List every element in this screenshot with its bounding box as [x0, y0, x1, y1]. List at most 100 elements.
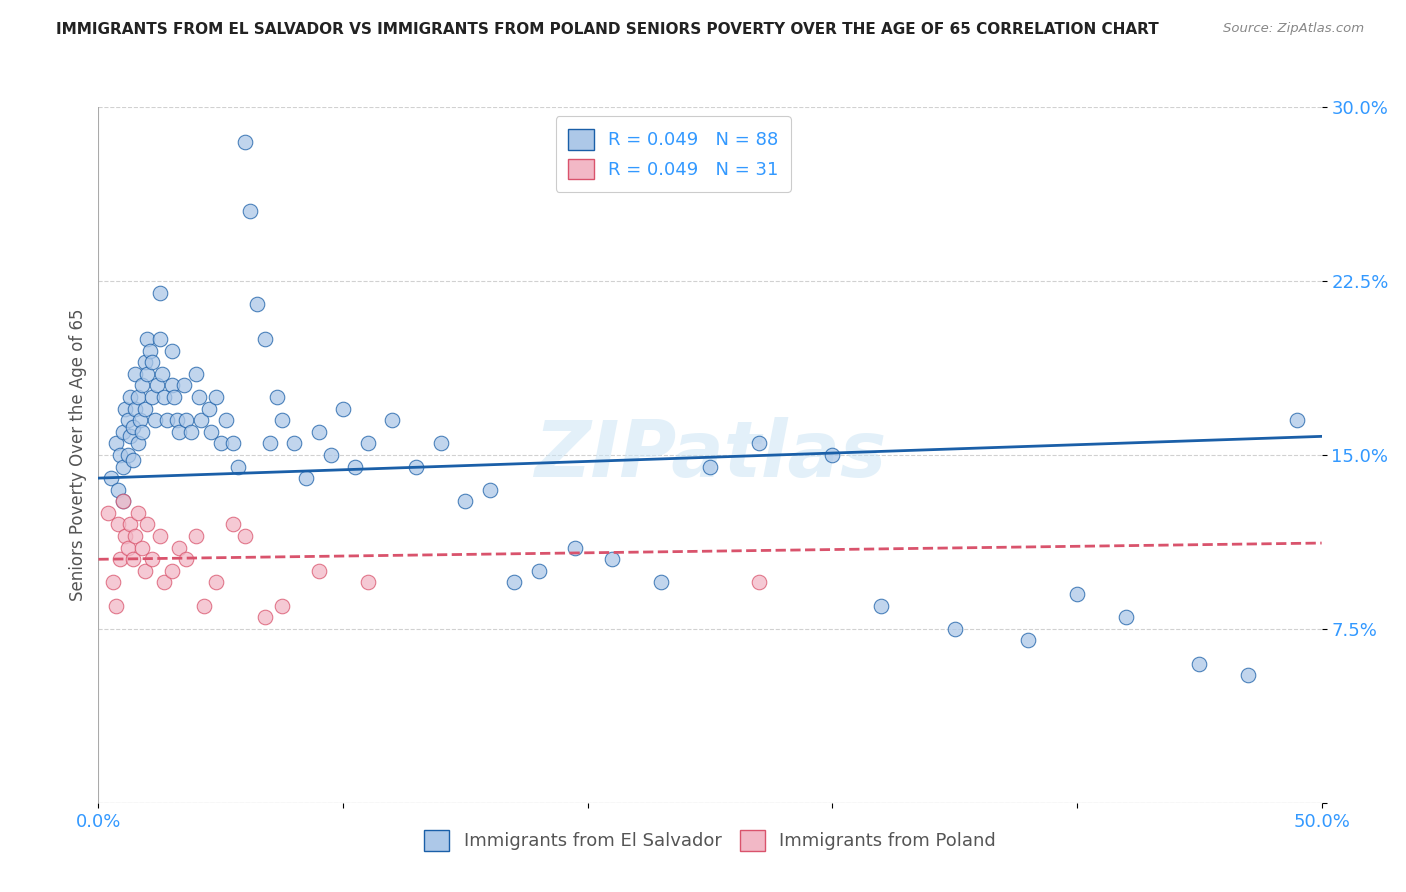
Point: [136, 517, 159, 532]
Point: [319, 448, 342, 462]
Point: [650, 575, 672, 590]
Point: [222, 436, 245, 450]
Point: [308, 425, 330, 439]
Point: [131, 425, 153, 439]
Point: [205, 575, 228, 590]
Point: [699, 459, 721, 474]
Point: [167, 541, 190, 555]
Point: [129, 413, 152, 427]
Point: [107, 517, 129, 532]
Point: [503, 575, 526, 590]
Point: [110, 448, 132, 462]
Text: IMMIGRANTS FROM EL SALVADOR VS IMMIGRANTS FROM POLAND SENIORS POVERTY OVER THE A: IMMIGRANTS FROM EL SALVADOR VS IMMIGRANT…: [56, 22, 1159, 37]
Point: [405, 459, 427, 474]
Point: [187, 390, 209, 404]
Point: [214, 413, 236, 427]
Point: [120, 517, 142, 532]
Point: [748, 575, 770, 590]
Point: [1066, 587, 1088, 601]
Point: [190, 413, 212, 427]
Point: [143, 413, 166, 427]
Point: [381, 413, 404, 427]
Point: [111, 459, 134, 474]
Point: [117, 413, 139, 427]
Point: [163, 390, 186, 404]
Point: [186, 367, 208, 381]
Point: [239, 204, 262, 219]
Point: [124, 401, 146, 416]
Point: [104, 436, 127, 450]
Point: [821, 448, 844, 462]
Point: [1286, 413, 1309, 427]
Point: [344, 459, 367, 474]
Point: [332, 401, 354, 416]
Point: [226, 459, 249, 474]
Point: [167, 425, 190, 439]
Point: [233, 529, 256, 543]
Point: [209, 436, 232, 450]
Point: [141, 390, 163, 404]
Point: [564, 541, 586, 555]
Point: [253, 610, 276, 624]
Point: [139, 343, 162, 358]
Point: [295, 471, 318, 485]
Point: [205, 390, 228, 404]
Point: [222, 517, 245, 532]
Point: [943, 622, 966, 636]
Point: [870, 599, 893, 613]
Text: Source: ZipAtlas.com: Source: ZipAtlas.com: [1223, 22, 1364, 36]
Point: [1188, 657, 1211, 671]
Point: [266, 390, 288, 404]
Point: [131, 541, 153, 555]
Point: [748, 436, 770, 450]
Point: [176, 552, 198, 566]
Point: [110, 552, 132, 566]
Point: [180, 425, 202, 439]
Point: [121, 420, 143, 434]
Point: [259, 436, 281, 450]
Legend: Immigrants from El Salvador, Immigrants from Poland: Immigrants from El Salvador, Immigrants …: [412, 817, 1008, 863]
Point: [111, 425, 134, 439]
Point: [146, 378, 169, 392]
Point: [134, 564, 156, 578]
Point: [356, 575, 378, 590]
Point: [134, 401, 156, 416]
Point: [134, 355, 156, 369]
Point: [253, 332, 276, 346]
Point: [127, 436, 149, 450]
Point: [197, 401, 219, 416]
Point: [121, 552, 143, 566]
Point: [160, 378, 183, 392]
Point: [121, 452, 143, 467]
Point: [156, 413, 179, 427]
Point: [193, 599, 215, 613]
Point: [120, 429, 142, 443]
Point: [270, 413, 294, 427]
Point: [527, 564, 550, 578]
Point: [107, 483, 129, 497]
Point: [114, 529, 136, 543]
Point: [141, 552, 163, 566]
Point: [1115, 610, 1137, 624]
Point: [160, 343, 183, 358]
Point: [153, 390, 176, 404]
Point: [233, 135, 256, 149]
Point: [186, 529, 208, 543]
Point: [111, 494, 134, 508]
Point: [270, 599, 294, 613]
Point: [97, 506, 120, 520]
Point: [200, 425, 222, 439]
Point: [454, 494, 477, 508]
Point: [136, 332, 159, 346]
Point: [166, 413, 188, 427]
Point: [124, 529, 146, 543]
Point: [246, 297, 269, 311]
Point: [100, 471, 122, 485]
Point: [127, 506, 149, 520]
Point: [114, 401, 136, 416]
Point: [131, 378, 153, 392]
Point: [117, 448, 139, 462]
Point: [101, 575, 124, 590]
Point: [160, 564, 183, 578]
Point: [356, 436, 378, 450]
